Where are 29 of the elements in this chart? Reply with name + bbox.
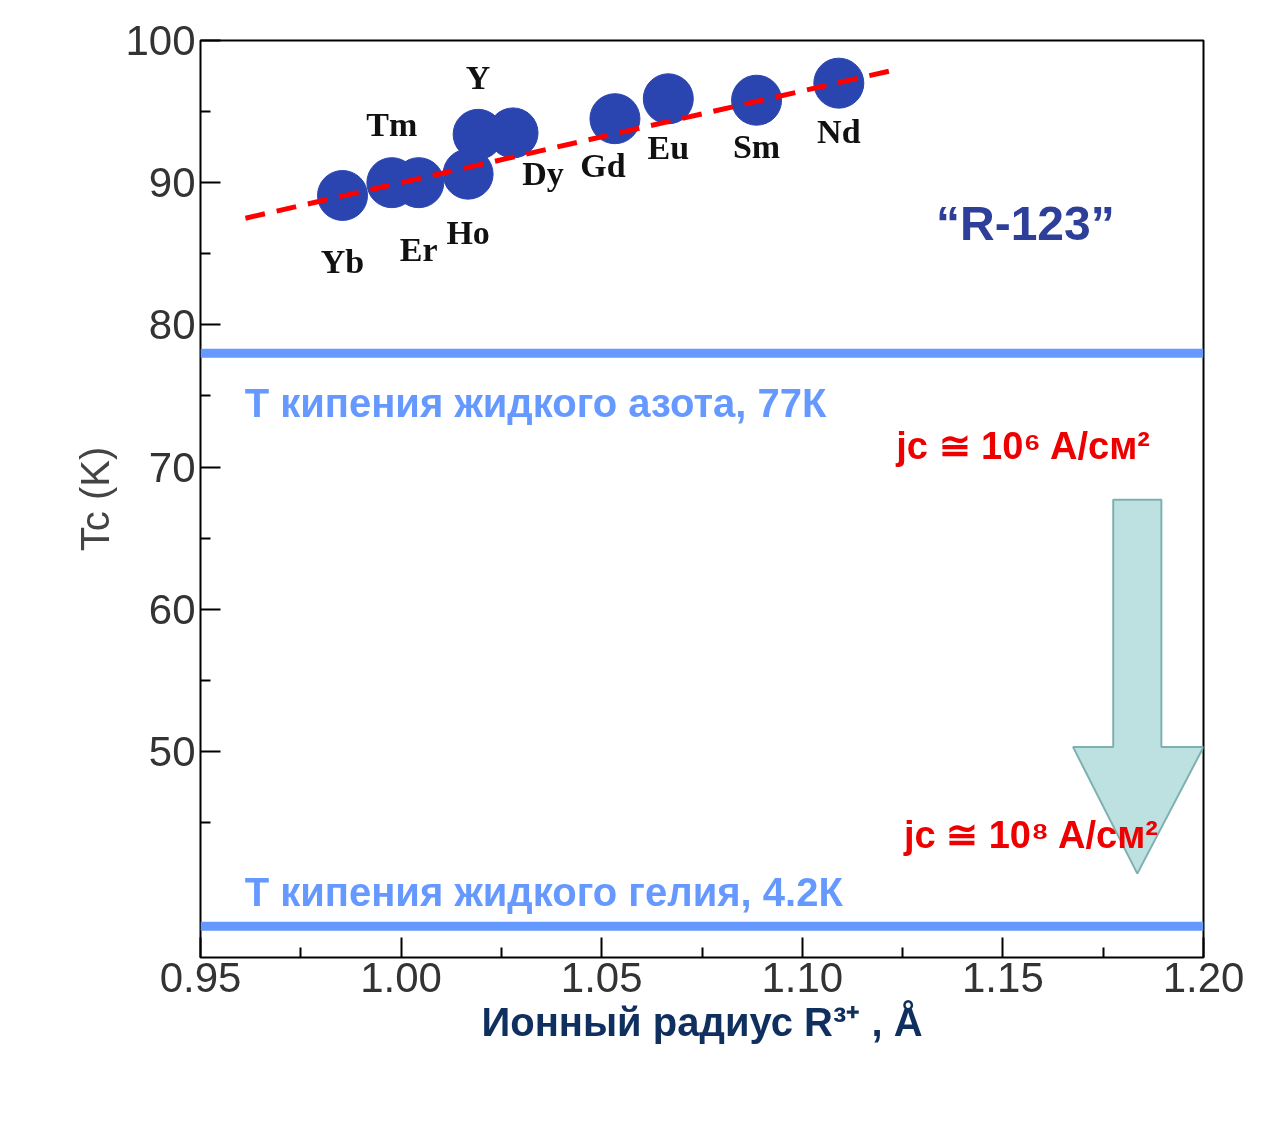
- y-tick-label: 90: [148, 159, 196, 207]
- annotation: Sm: [732, 128, 781, 166]
- x-axis-title: Ионный радиус R³⁺ , Å: [481, 999, 923, 1044]
- annotation: Eu: [647, 128, 690, 166]
- ref-line-label: Т кипения жидкого гелия, 4.2К: [244, 870, 844, 915]
- x-tick-label: 1.20: [1162, 953, 1245, 1001]
- annotation: Ho: [446, 214, 490, 252]
- x-tick-label: 1.05: [560, 953, 643, 1001]
- y-tick-label: 80: [148, 301, 196, 349]
- annotation: Yb: [320, 243, 365, 281]
- ref-line-label: Т кипения жидкого азота, 77К: [244, 381, 827, 426]
- annotation: jc ≅ 10⁶ A/см²: [895, 424, 1150, 467]
- y-tick-label: 60: [148, 585, 196, 633]
- x-tick-label: 1.00: [360, 953, 442, 1001]
- y-tick-label: 70: [148, 443, 196, 491]
- annotation: Dy: [522, 154, 564, 192]
- y-axis-title: Tc (K): [73, 446, 118, 552]
- y-tick-label: 100: [125, 17, 196, 64]
- y-tick-label: 50: [148, 727, 196, 775]
- annotation: Nd: [817, 113, 861, 151]
- x-tick-label: 0.95: [159, 953, 242, 1001]
- annotation: Gd: [580, 146, 626, 184]
- x-tick-label: 1.10: [761, 953, 844, 1001]
- x-tick-label: 1.15: [962, 953, 1044, 1001]
- annotation: “R-123”: [936, 197, 1115, 251]
- annotation: jc ≅ 10⁸ A/см²: [902, 814, 1158, 857]
- annotation: Y: [465, 59, 491, 97]
- annotation: Er: [399, 230, 438, 268]
- annotation: Tm: [366, 105, 418, 143]
